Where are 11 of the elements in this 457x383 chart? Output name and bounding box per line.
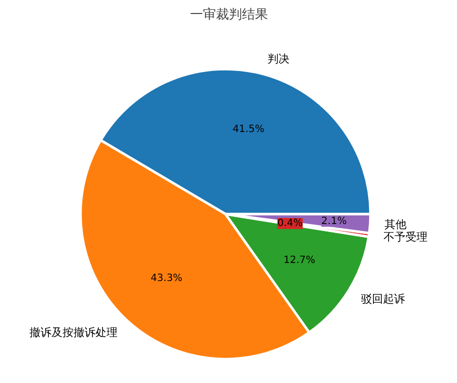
data-label: 12.7% — [284, 254, 316, 266]
slice-label: 撤诉及按撤诉处理 — [29, 326, 118, 339]
data-label: 0.4% — [277, 218, 303, 230]
data-label: 41.5% — [232, 124, 264, 135]
data-label: 43.3% — [150, 273, 182, 284]
slice-label: 其他 — [384, 218, 407, 232]
slice-label: 不予受理 — [383, 230, 428, 244]
slice-label: 判决 — [268, 52, 290, 66]
chart-title: 一审裁判结果 — [190, 6, 268, 22]
data-label: 2.1% — [321, 216, 347, 227]
slice-label: 驳回起诉 — [360, 292, 405, 306]
